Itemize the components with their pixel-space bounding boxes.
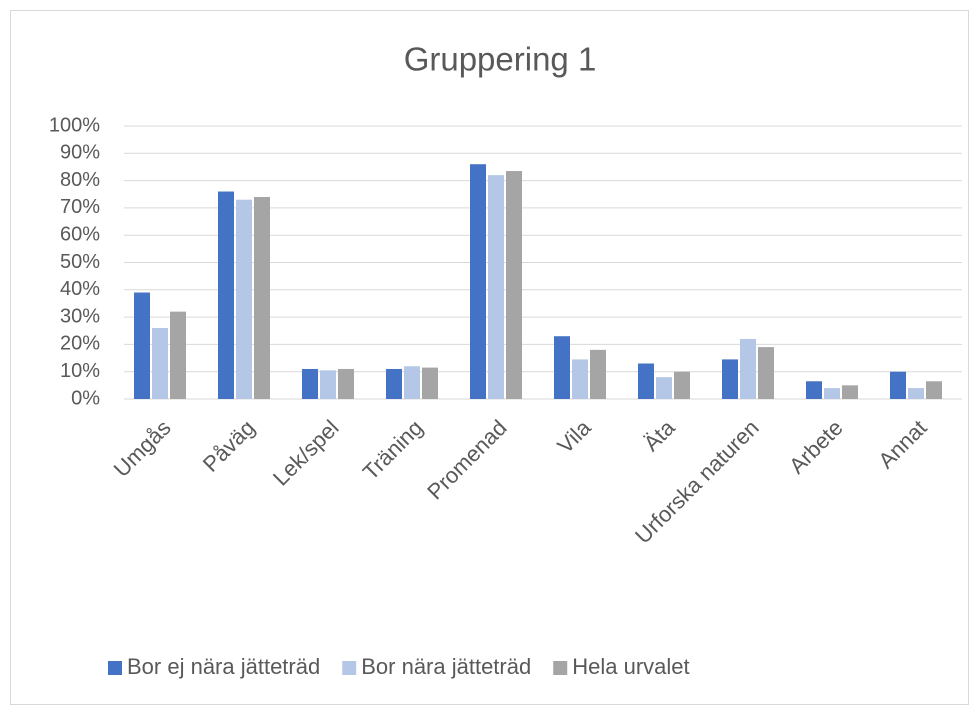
bar (656, 377, 672, 399)
bar (806, 381, 822, 399)
bar (590, 349, 606, 399)
y-tick-label: 60% (60, 223, 100, 245)
bar (152, 328, 168, 399)
bar (386, 368, 402, 399)
bar (404, 366, 420, 399)
y-tick-label: 90% (60, 142, 100, 164)
y-tick-label: 10% (60, 360, 100, 382)
bar (236, 199, 252, 399)
legend-swatch (108, 661, 122, 675)
y-tick-label: 20% (60, 333, 100, 355)
legend-label: Bor ej nära jätteträd (127, 654, 320, 679)
legend-label: Hela urvalet (572, 654, 689, 679)
y-tick-label: 30% (60, 305, 100, 327)
bar (302, 368, 318, 399)
bar (722, 359, 738, 399)
bar (422, 367, 438, 399)
bar (218, 191, 234, 399)
bar (134, 292, 150, 399)
bar (674, 371, 690, 399)
y-tick-label: 70% (60, 196, 100, 218)
y-tick-label: 0% (71, 387, 100, 409)
y-tick-label: 40% (60, 278, 100, 300)
bar (170, 311, 186, 399)
bar (338, 368, 354, 399)
legend-label: Bor nära jätteträd (361, 654, 531, 679)
bar (824, 388, 840, 399)
bar (638, 363, 654, 399)
bar (740, 338, 756, 399)
bar (572, 359, 588, 399)
bar (488, 175, 504, 399)
bar (890, 371, 906, 399)
y-tick-label: 50% (60, 251, 100, 273)
y-tick-label: 100% (49, 114, 100, 136)
bar (506, 171, 522, 399)
bar (908, 388, 924, 399)
bar (926, 381, 942, 399)
bar (842, 385, 858, 399)
y-tick-label: 80% (60, 169, 100, 191)
bar (758, 347, 774, 399)
bar (470, 164, 486, 399)
bar (320, 370, 336, 399)
chart-title: Gruppering 1 (404, 41, 597, 78)
bar (554, 336, 570, 399)
bar (254, 196, 270, 399)
legend-swatch (553, 661, 568, 675)
legend-swatch (342, 661, 357, 675)
